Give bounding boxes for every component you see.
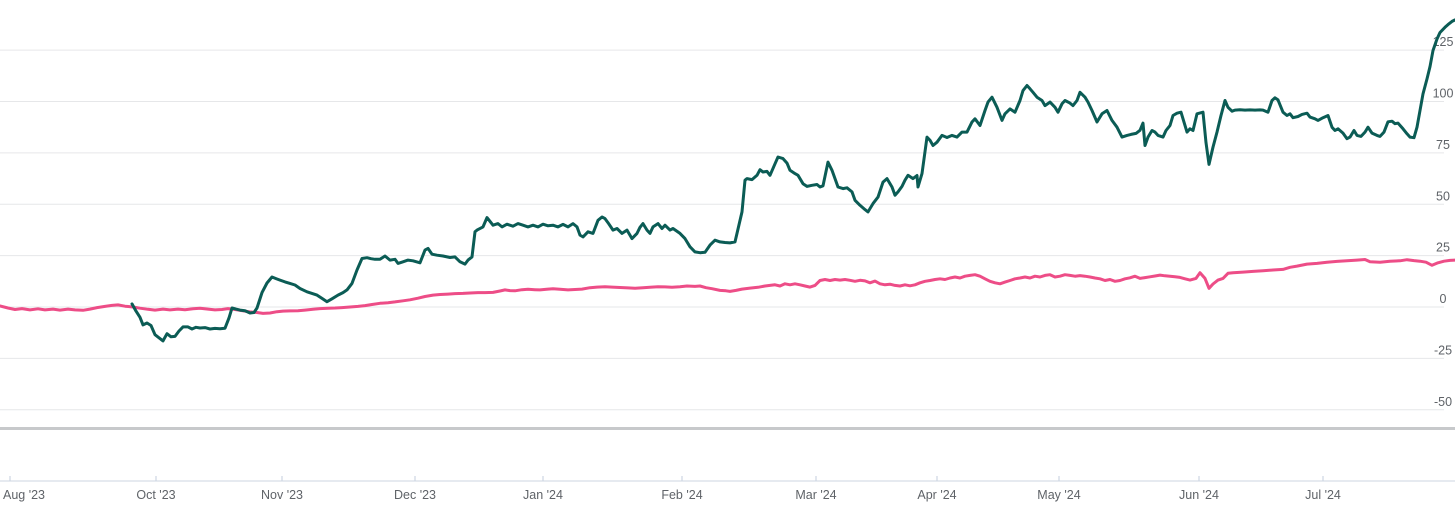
y-axis-label-50: -50: [1434, 395, 1452, 409]
x-axis-label-mar-24: Mar '24: [795, 488, 836, 502]
y-axis-label-50: 50: [1436, 189, 1450, 203]
x-axis-label-dec-23: Dec '23: [394, 488, 436, 502]
y-axis-label-25: 25: [1436, 241, 1450, 255]
x-axis-label-nov-23: Nov '23: [261, 488, 303, 502]
x-axis-label-jul-24: Jul '24: [1305, 488, 1341, 502]
y-axis-label-25: -25: [1434, 343, 1452, 357]
series-line-pink-benchmark-percent-change: [0, 258, 1455, 315]
x-axis-label-may-24: May '24: [1037, 488, 1080, 502]
series-line-teal-stock-percent-change: [130, 18, 1455, 343]
x-axis-label-feb-24: Feb '24: [661, 488, 702, 502]
x-axis-label-aug-23: Aug '23: [3, 488, 45, 502]
x-axis-label-oct-23: Oct '23: [136, 488, 175, 502]
x-axis-label-jan-24: Jan '24: [523, 488, 563, 502]
y-axis-label-75: 75: [1436, 138, 1450, 152]
x-axis-label-jun-24: Jun '24: [1179, 488, 1219, 502]
x-axis-label-apr-24: Apr '24: [917, 488, 956, 502]
y-axis-label-0: 0: [1440, 292, 1447, 306]
y-axis-label-100: 100: [1433, 87, 1454, 101]
